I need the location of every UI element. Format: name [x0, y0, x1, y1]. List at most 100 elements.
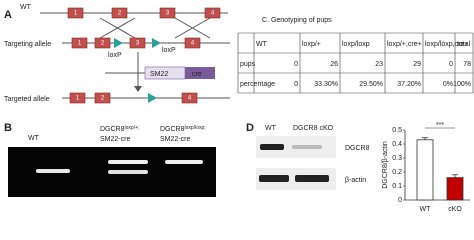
row-label: percentage — [240, 81, 275, 88]
table-header: loxp/loxp — [342, 41, 370, 48]
table-cell: 23 — [375, 61, 383, 68]
cross — [174, 17, 211, 39]
significance: *** — [436, 122, 444, 129]
arrow-head — [134, 86, 142, 92]
panel-label: D — [246, 122, 254, 134]
targeting-exons: 1 2 3 4 — [71, 37, 201, 49]
page: {"panel_a": {"label": "A", "wt": "WT", "… — [4, 4, 474, 213]
y-tick-label: 0 — [398, 197, 402, 204]
gene: DGCR8 — [160, 126, 185, 133]
lane-label: WT — [28, 135, 40, 142]
x-tick-label: cKO — [448, 206, 462, 213]
exon — [111, 7, 128, 19]
gel-band — [165, 160, 203, 164]
exon-number: 2 — [101, 96, 105, 102]
exon-number: 1 — [78, 41, 82, 47]
gel-band — [108, 170, 148, 174]
genotype: loxp/+; — [125, 125, 140, 131]
y-tick-label: 0.3 — [392, 155, 402, 162]
lane-label: WT — [265, 125, 277, 132]
table-cell: 0 — [294, 81, 298, 88]
table-cell: 100% — [453, 81, 471, 88]
exon — [94, 37, 111, 49]
panel-label: A — [4, 9, 12, 21]
table-header: loxp/loxp,cre+ — [425, 41, 468, 48]
gene: DGCR8 — [100, 126, 125, 133]
table-cell: 37.20% — [397, 81, 421, 88]
lane-label: DGCR8loxp/+; — [100, 125, 139, 133]
table-cell: 0 — [294, 61, 298, 68]
gel-band — [108, 160, 148, 164]
exon — [71, 37, 88, 49]
x-tick-label: WT — [420, 206, 432, 213]
table-cell: 0 — [449, 61, 453, 68]
lane-label: DGCR8loxp/loxp; — [160, 125, 206, 133]
exon — [67, 7, 84, 19]
y-tick-label: 0.1 — [392, 183, 402, 190]
loxp-site — [152, 38, 161, 48]
y-tick-label: 0.2 — [392, 169, 402, 176]
exon-number: 2 — [118, 11, 122, 17]
exon-number: 1 — [74, 11, 78, 17]
allele-label: Targeted allele — [4, 96, 50, 103]
table-title: C. Genotyping of pups — [262, 17, 332, 24]
cre-box — [185, 67, 215, 79]
exon — [204, 7, 221, 19]
bar — [416, 139, 434, 201]
lane-label: DGCR8 cKO — [293, 125, 334, 132]
exon-number: 4 — [188, 96, 192, 102]
loxp-label: loxP — [162, 47, 176, 54]
lane-label: SM22-cre — [160, 136, 190, 143]
exon-number: 4 — [191, 41, 195, 47]
lane-label: SM22-cre — [100, 136, 130, 143]
exon-number: 3 — [166, 11, 170, 17]
loxp-site — [114, 38, 123, 48]
bar — [446, 177, 464, 201]
exon — [181, 92, 198, 104]
panel-label: B — [4, 122, 12, 134]
table-cell: 29.50% — [359, 81, 383, 88]
targeted-exons: 1 2 4 — [69, 92, 198, 104]
gene: WT — [28, 135, 40, 142]
loxp-label: loxP — [108, 52, 122, 59]
table-header: total — [457, 41, 471, 48]
exon-number: 4 — [211, 11, 215, 17]
loxp-site — [148, 93, 157, 103]
y-tick-label: 0.4 — [392, 141, 402, 148]
table: WT loxp/+ loxp/loxp loxp/+,cre+ loxp/loxp,cr… — [237, 32, 474, 94]
allele-label: WT — [20, 4, 32, 11]
genotype: loxp/loxp; — [185, 125, 206, 131]
cross — [99, 17, 136, 39]
exon-number: 2 — [101, 41, 105, 47]
table-cell: 78 — [463, 61, 471, 68]
y-tick-label: 0.5 — [392, 127, 402, 134]
table-cell: 26 — [330, 61, 338, 68]
blot-label: DGCR8 — [345, 145, 370, 152]
blot-band — [260, 144, 284, 150]
row-label: pups — [240, 61, 256, 68]
wt-exons: 1 2 3 4 — [67, 7, 221, 19]
y-axis-label: DGCR8/β-actin — [382, 141, 389, 189]
exon-number: 1 — [76, 96, 80, 102]
exon — [184, 37, 201, 49]
blot-band — [259, 175, 289, 182]
blot-band — [295, 175, 329, 182]
exon — [129, 37, 146, 49]
cre-label: cre — [192, 71, 202, 78]
table-header: loxp/+,cre+ — [387, 41, 422, 48]
table-header: WT — [256, 41, 268, 48]
blot-label: β-actin — [345, 177, 366, 184]
promoter-label: SM22 — [150, 71, 168, 78]
exon — [94, 92, 111, 104]
table-cell: 0% — [443, 81, 453, 88]
table-cell: 33.30% — [314, 81, 338, 88]
table-cell: 29 — [413, 61, 421, 68]
exon — [69, 92, 86, 104]
blot-band — [292, 145, 322, 149]
gel-band — [36, 169, 70, 173]
exon-number: 3 — [136, 41, 140, 47]
table-header: loxp/+ — [302, 41, 321, 48]
exon — [159, 7, 176, 19]
